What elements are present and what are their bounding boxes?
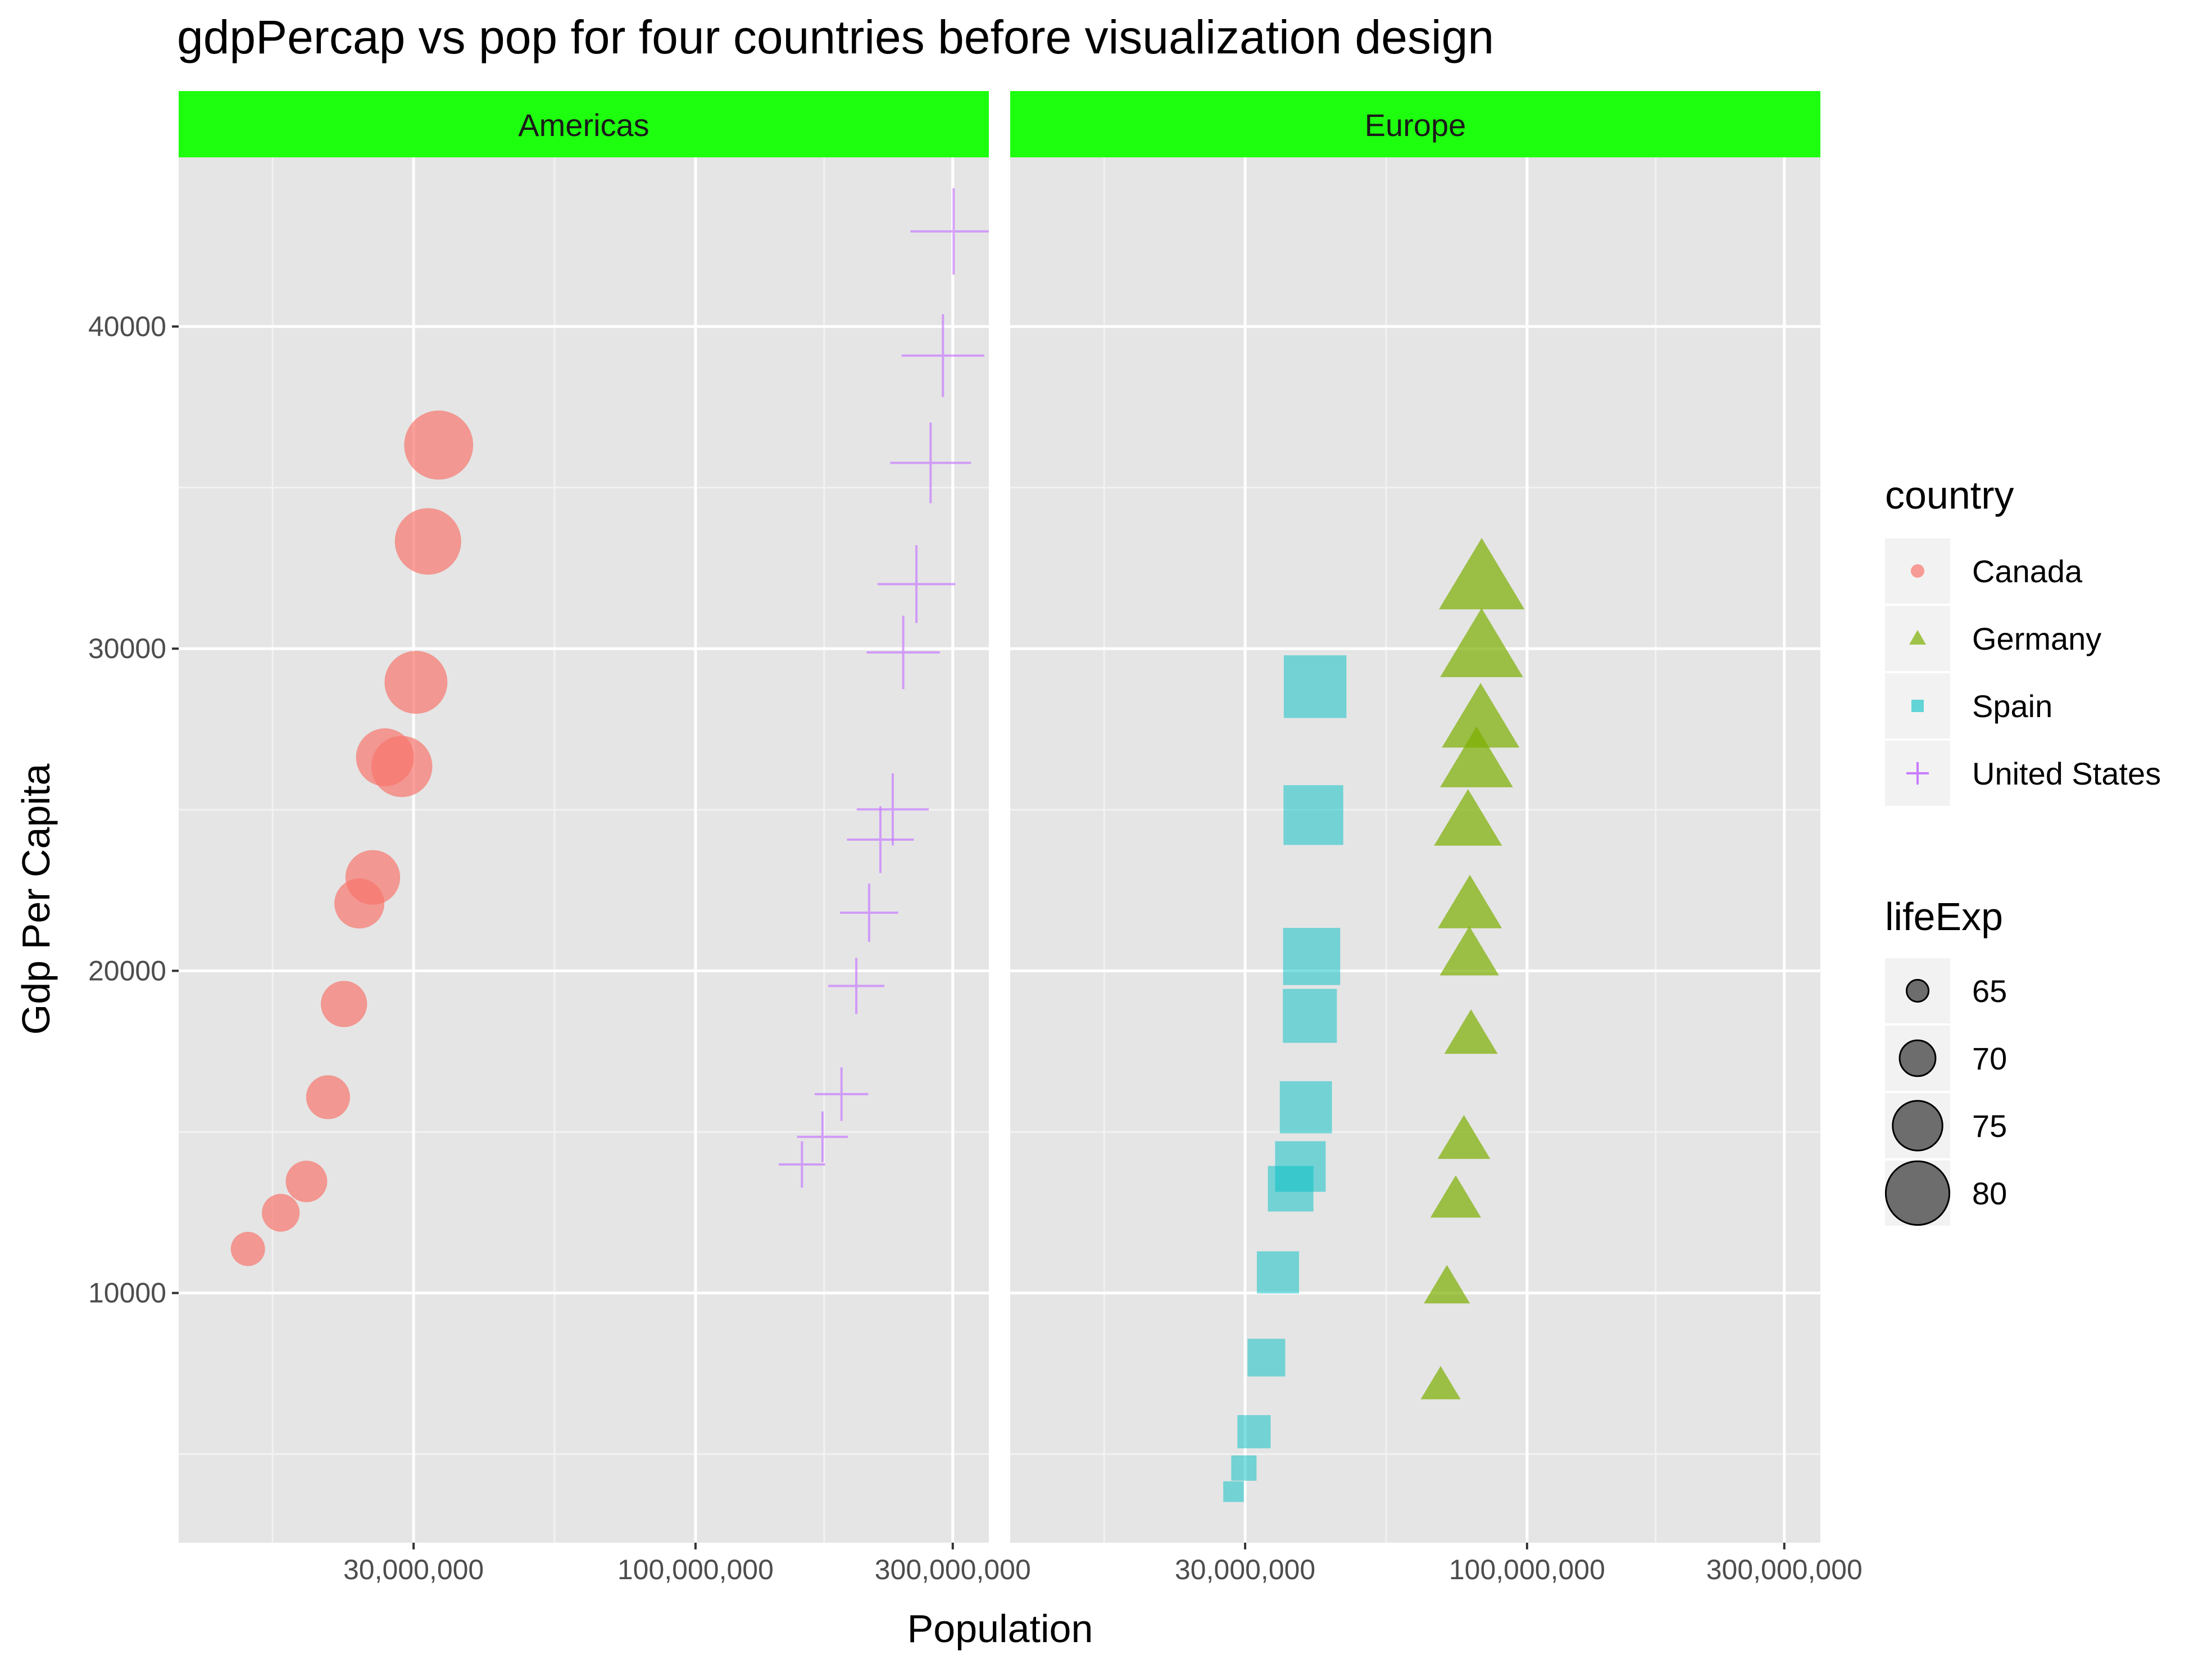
- germany-point: [1430, 1175, 1482, 1218]
- germany-legend-swatch: [1909, 630, 1926, 645]
- united-states-point: [847, 806, 914, 873]
- legend-size-item: 70: [1885, 1026, 2007, 1091]
- united-states-legend-swatch: [1906, 762, 1929, 785]
- legend: country lifeExp Canada Germany Spain United…: [1884, 473, 2161, 1226]
- spain-point: [1283, 785, 1343, 845]
- facet-strip: [179, 91, 989, 157]
- germany-point: [1438, 874, 1502, 928]
- x-tick-label: 30,000,000: [343, 1554, 484, 1585]
- legend-label: United States: [1972, 756, 2161, 791]
- germany-point: [1440, 608, 1523, 677]
- facet-strip-label: Europe: [1365, 107, 1466, 143]
- germany-point: [1420, 1366, 1461, 1399]
- y-axis: 10000 20000 30000 40000: [88, 311, 179, 1309]
- x-axis-label: Population: [907, 1607, 1093, 1651]
- legend-label: 75: [1972, 1108, 2007, 1144]
- spain-point: [1257, 1251, 1300, 1294]
- y-tick-label: 20000: [88, 955, 166, 986]
- panel-background: [1010, 157, 1820, 1543]
- canada-point: [404, 410, 474, 480]
- united-states-point: [840, 883, 898, 942]
- x-tick-label: 100,000,000: [617, 1554, 774, 1585]
- legend-size-item: 65: [1885, 958, 2007, 1023]
- germany-point: [1439, 538, 1525, 610]
- y-tick-label: 10000: [88, 1277, 166, 1309]
- legend-label: 65: [1972, 973, 2007, 1009]
- panel-background: [179, 157, 989, 1543]
- spain-point: [1283, 655, 1347, 718]
- legend-size-item: 75: [1885, 1093, 2007, 1158]
- panel-points: [230, 188, 989, 1266]
- panel-points: [1223, 538, 1525, 1502]
- canada-point: [394, 508, 461, 575]
- x-axis: 30,000,000 100,000,000 300,000,000 30,000,0…: [343, 1543, 1863, 1585]
- legend-country-title: country: [1885, 473, 2014, 517]
- spain-point: [1279, 1081, 1332, 1134]
- spain-point: [1275, 1141, 1326, 1192]
- x-tick-label: 100,000,000: [1449, 1554, 1605, 1585]
- legend-size-swatch: [1905, 978, 1930, 1003]
- legend-label: Germany: [1972, 621, 2101, 656]
- united-states-point: [901, 314, 984, 397]
- panel-europe: Europe: [1010, 91, 1820, 1543]
- canada-point: [230, 1231, 265, 1266]
- united-states-point: [828, 958, 885, 1014]
- germany-point: [1440, 726, 1513, 787]
- canada-point: [321, 981, 367, 1027]
- legend-label: Spain: [1972, 688, 2052, 724]
- x-tick-label: 300,000,000: [875, 1554, 1031, 1585]
- canada-point: [384, 651, 448, 714]
- facet-strip: [1010, 91, 1820, 157]
- canada-legend-swatch: [1911, 564, 1924, 578]
- legend-label: Canada: [1972, 554, 2083, 589]
- germany-point: [1437, 1115, 1491, 1159]
- spain-point: [1223, 1481, 1244, 1502]
- germany-point: [1442, 683, 1520, 748]
- legend-size-swatch: [1892, 1100, 1943, 1152]
- legend-size-swatch: [1884, 1160, 1951, 1226]
- canada-point: [306, 1075, 350, 1119]
- united-states-point: [779, 1141, 825, 1188]
- legend-label: 80: [1972, 1176, 2007, 1211]
- x-tick-label: 30,000,000: [1175, 1554, 1315, 1585]
- united-states-point: [877, 545, 956, 623]
- germany-point: [1434, 788, 1502, 846]
- spain-point: [1237, 1415, 1271, 1449]
- chart-title: gdpPercap vs pop for four countries befo…: [177, 11, 1494, 64]
- spain-legend-swatch: [1911, 700, 1924, 712]
- legend-size-item: 80: [1884, 1160, 2007, 1226]
- united-states-point: [890, 422, 971, 504]
- legend-item-spain: Spain: [1885, 673, 2052, 738]
- united-states-point: [814, 1067, 869, 1121]
- germany-point: [1439, 926, 1499, 976]
- legend-item-germany: Germany: [1885, 606, 2101, 671]
- spain-point: [1283, 928, 1341, 985]
- legend-item-canada: Canada: [1885, 538, 2083, 604]
- united-states-point: [866, 615, 940, 690]
- germany-point: [1444, 1009, 1498, 1054]
- x-tick-label: 300,000,000: [1706, 1554, 1863, 1585]
- canada-point: [371, 736, 433, 797]
- canada-point: [345, 850, 401, 905]
- legend-item-united-states: United States: [1885, 741, 2161, 806]
- united-states-point: [910, 188, 989, 275]
- legend-size-swatch: [1898, 1039, 1937, 1077]
- canada-point: [285, 1161, 328, 1203]
- spain-point: [1283, 989, 1337, 1043]
- facet-strip-label: Americas: [518, 107, 649, 143]
- spain-point: [1247, 1339, 1286, 1377]
- y-axis-label: Gdp Per Capita: [14, 764, 58, 1035]
- germany-point: [1424, 1264, 1470, 1304]
- plot-panels: Americas Europe: [179, 91, 1820, 1543]
- legend-size-title: lifeExp: [1885, 895, 2003, 939]
- spain-point: [1231, 1455, 1257, 1481]
- y-tick-label: 40000: [88, 311, 166, 342]
- united-states-point: [856, 773, 929, 846]
- y-tick-label: 30000: [88, 633, 166, 664]
- united-states-point: [797, 1111, 848, 1163]
- canada-point: [262, 1194, 300, 1232]
- panel-americas: Americas: [179, 91, 989, 1543]
- legend-label: 70: [1972, 1041, 2007, 1076]
